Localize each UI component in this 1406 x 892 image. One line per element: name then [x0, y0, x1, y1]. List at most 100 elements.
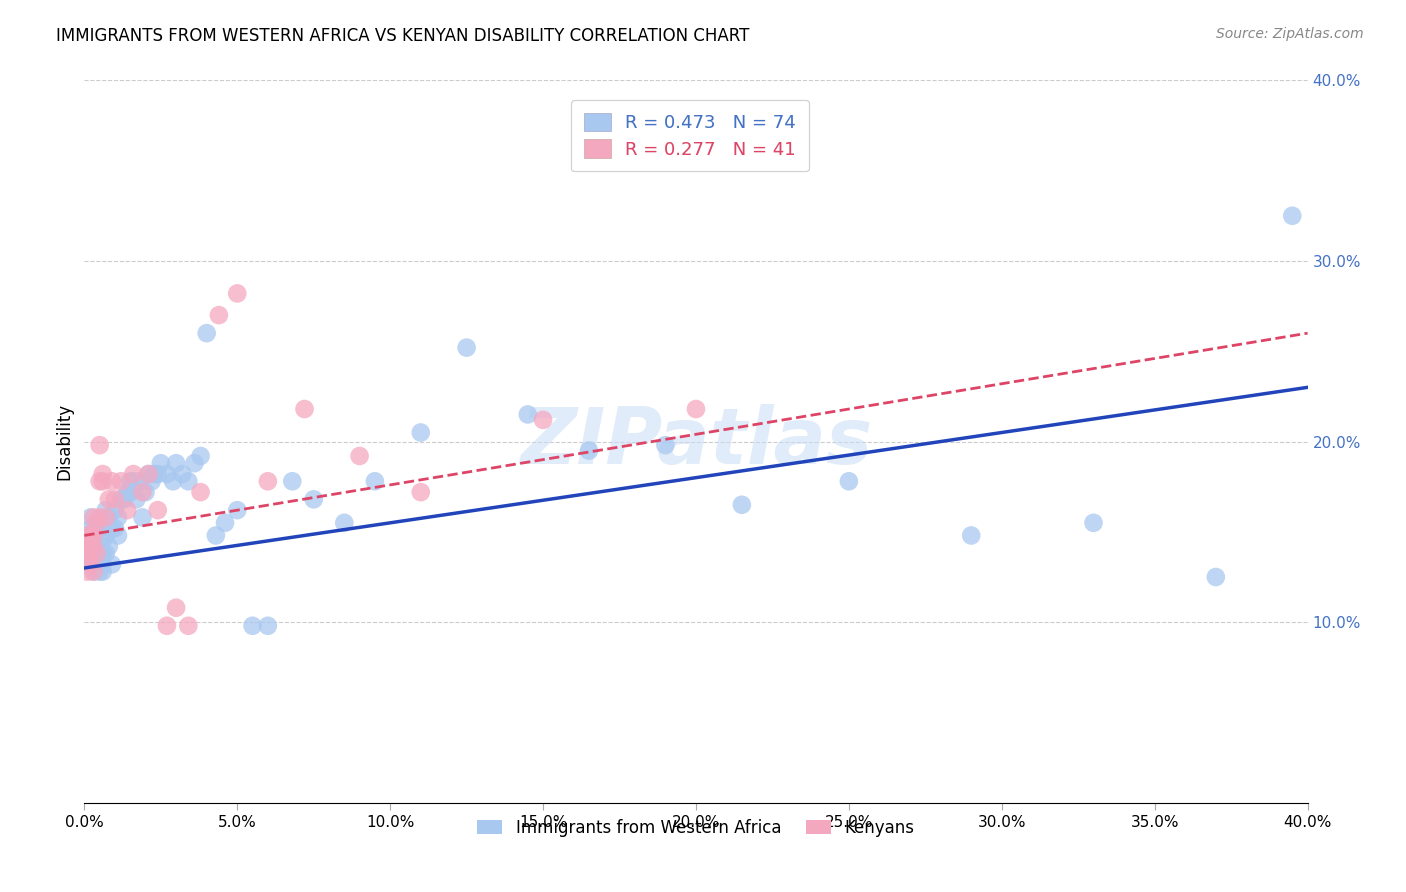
Point — [76, 539, 98, 553]
Point — [131, 510, 153, 524]
Point — [135, 485, 157, 500]
Point — [79, 558, 101, 572]
Point — [531, 413, 554, 427]
Point — [91, 558, 114, 572]
Point — [101, 558, 124, 572]
Point — [162, 475, 184, 489]
Point — [110, 492, 132, 507]
Point — [257, 475, 280, 489]
Point — [214, 516, 236, 530]
Point — [165, 456, 187, 470]
Point — [83, 565, 105, 579]
Point — [79, 547, 101, 561]
Point — [91, 547, 114, 561]
Point — [516, 408, 538, 422]
Point — [242, 619, 264, 633]
Point — [83, 565, 105, 579]
Point — [1083, 516, 1105, 530]
Point — [89, 542, 111, 557]
Point — [104, 492, 127, 507]
Point — [83, 510, 105, 524]
Point — [156, 619, 179, 633]
Point — [226, 286, 249, 301]
Point — [97, 539, 120, 553]
Point — [76, 528, 98, 542]
Point — [333, 516, 356, 530]
Point — [131, 485, 153, 500]
Point — [89, 521, 111, 535]
Point — [257, 619, 280, 633]
Point — [294, 402, 316, 417]
Point — [190, 485, 212, 500]
Point — [89, 475, 111, 489]
Point — [302, 492, 325, 507]
Point — [149, 456, 172, 470]
Point — [122, 467, 145, 481]
Point — [138, 467, 160, 481]
Point — [208, 308, 231, 322]
Point — [94, 510, 117, 524]
Point — [86, 561, 108, 575]
Point — [146, 467, 169, 481]
Point — [97, 492, 120, 507]
Point — [120, 485, 142, 500]
Point — [76, 565, 98, 579]
Legend: Immigrants from Western Africa, Kenyans: Immigrants from Western Africa, Kenyans — [470, 810, 922, 845]
Point — [104, 521, 127, 535]
Point — [107, 528, 129, 542]
Point — [91, 475, 114, 489]
Point — [578, 443, 600, 458]
Point — [101, 521, 124, 535]
Point — [349, 449, 371, 463]
Point — [79, 528, 101, 542]
Text: Source: ZipAtlas.com: Source: ZipAtlas.com — [1216, 27, 1364, 41]
Point — [165, 600, 187, 615]
Point — [143, 467, 166, 481]
Point — [91, 533, 114, 548]
Point — [146, 503, 169, 517]
Point — [409, 485, 432, 500]
Point — [83, 558, 105, 572]
Point — [94, 528, 117, 542]
Point — [125, 492, 148, 507]
Point — [456, 341, 478, 355]
Point — [141, 475, 163, 489]
Point — [83, 539, 105, 553]
Text: ZIPatlas: ZIPatlas — [520, 403, 872, 480]
Point — [1281, 209, 1303, 223]
Point — [107, 510, 129, 524]
Point — [172, 467, 194, 481]
Point — [138, 467, 160, 481]
Point — [654, 438, 676, 452]
Point — [83, 533, 105, 548]
Point — [177, 475, 200, 489]
Point — [685, 402, 707, 417]
Point — [115, 485, 138, 500]
Point — [79, 510, 101, 524]
Point — [94, 547, 117, 561]
Point — [115, 503, 138, 517]
Point — [86, 547, 108, 561]
Point — [120, 475, 142, 489]
Point — [86, 542, 108, 557]
Point — [156, 467, 179, 481]
Point — [97, 510, 120, 524]
Point — [76, 552, 98, 566]
Point — [1205, 570, 1227, 584]
Point — [409, 425, 432, 440]
Point — [183, 456, 205, 470]
Point — [104, 503, 127, 517]
Point — [226, 503, 249, 517]
Point — [86, 516, 108, 530]
Point — [128, 475, 150, 489]
Point — [89, 565, 111, 579]
Point — [76, 528, 98, 542]
Point — [94, 503, 117, 517]
Point — [731, 498, 754, 512]
Point — [89, 438, 111, 452]
Point — [177, 619, 200, 633]
Point — [83, 528, 105, 542]
Point — [112, 492, 135, 507]
Point — [79, 547, 101, 561]
Point — [76, 552, 98, 566]
